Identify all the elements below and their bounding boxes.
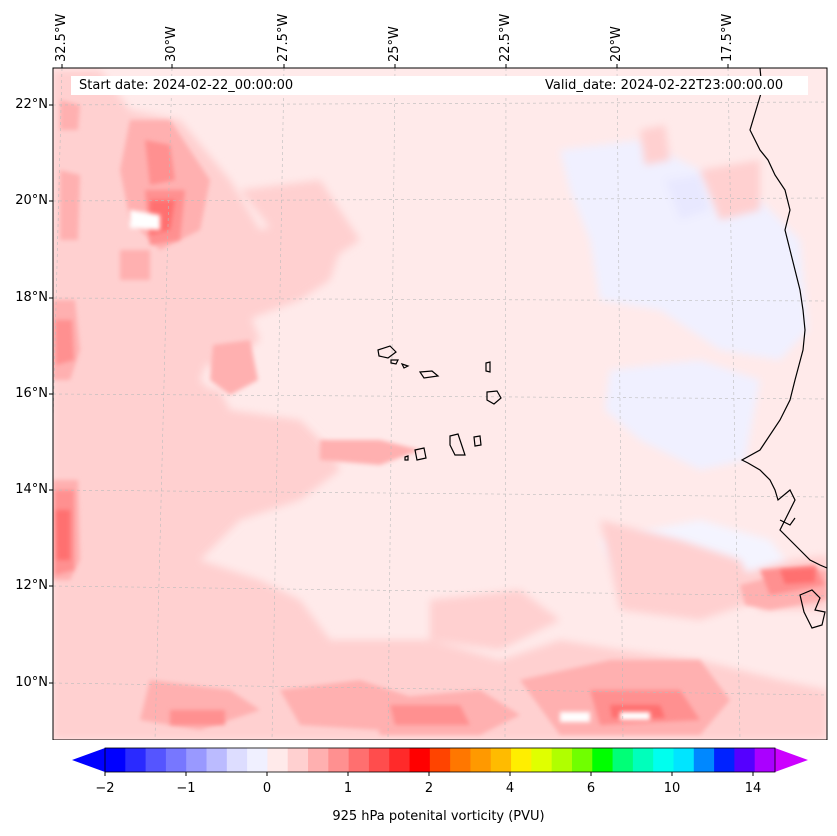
colorbar-cell — [632, 748, 654, 772]
africa-coastline — [740, 68, 827, 569]
colorbar-cell — [105, 748, 126, 772]
colorbar-cell — [348, 748, 370, 772]
colorbar-cell — [734, 748, 756, 772]
lon-label-20w: 20°W — [609, 26, 624, 62]
pv-field — [53, 68, 827, 740]
lon-label-22-5w: 22.5°W — [498, 13, 513, 62]
colorbar-cell — [125, 748, 147, 772]
colorbar-cell — [287, 748, 309, 772]
colorbar-cell — [368, 748, 390, 772]
colorbar-cell — [267, 748, 289, 772]
colorbar-frame — [104, 747, 776, 773]
lat-label-12n: 12°N — [15, 578, 48, 593]
colorbar-tick-2: 2 — [424, 781, 434, 796]
colorbar-ticks — [104, 772, 754, 776]
lon-label-27-5w: 27.5°W — [276, 13, 291, 62]
start-date-text: Start date: 2024-02-22_00:00:00 — [79, 76, 294, 95]
colorbar-cell — [653, 748, 674, 772]
colorbar-cell — [145, 748, 167, 772]
lat-label-16n: 16°N — [15, 386, 48, 401]
colorbar-tick-1: 1 — [343, 781, 353, 796]
colorbar-cells — [105, 748, 776, 772]
colorbar-cell — [571, 748, 593, 772]
colorbar-cell — [754, 748, 776, 772]
colorbar-cell — [247, 748, 268, 772]
lat-label-20n: 20°N — [15, 193, 48, 208]
colorbar-cell — [673, 748, 695, 772]
colorbar-cell — [226, 748, 248, 772]
colorbar-cell — [551, 748, 573, 772]
colorbar-tick-0: 0 — [262, 781, 272, 796]
colorbar-cell — [612, 748, 634, 772]
pv-white-spots — [130, 210, 650, 722]
colorbar-cell — [165, 748, 187, 772]
colorbar-over-arrow — [775, 748, 808, 772]
colorbar — [72, 747, 808, 776]
colorbar-tick-4: 4 — [505, 781, 515, 796]
colorbar-cell — [531, 748, 553, 772]
colorbar-cell — [592, 748, 614, 772]
colorbar-cell — [470, 748, 492, 772]
colorbar-cell — [308, 748, 329, 772]
cape-verde-islands — [377, 345, 502, 461]
colorbar-cell — [429, 748, 451, 772]
colorbar-tick-neg2: −2 — [95, 781, 115, 796]
colorbar-cell — [490, 748, 512, 772]
colorbar-tick-10: 10 — [663, 781, 681, 796]
colorbar-cell — [389, 748, 411, 772]
lat-label-22n: 22°N — [15, 97, 48, 112]
colorbar-tick-6: 6 — [586, 781, 596, 796]
lat-label-14n: 14°N — [15, 482, 48, 497]
colorbar-cell — [186, 748, 208, 772]
colorbar-tick-neg1: −1 — [176, 781, 196, 796]
colorbar-cell — [328, 748, 350, 772]
lon-label-30w: 30°W — [164, 26, 179, 62]
lon-label-32-5w: 32.5°W — [54, 13, 69, 62]
colorbar-cell — [206, 748, 228, 772]
lat-label-18n: 18°N — [15, 290, 48, 305]
lon-label-25w: 25°W — [387, 26, 402, 62]
colorbar-cell — [714, 748, 735, 772]
colorbar-label: 925 hPa potenital vorticity (PVU) — [332, 809, 545, 824]
map-figure — [49, 64, 828, 740]
map-frame — [52, 67, 828, 740]
colorbar-cell — [511, 748, 532, 772]
colorbar-cell — [450, 748, 471, 772]
colorbar-cell — [409, 748, 431, 772]
africa-coastline-south — [779, 517, 826, 629]
map-ticks — [49, 64, 729, 684]
lat-label-10n: 10°N — [15, 675, 48, 690]
lon-label-17-5w: 17.5°W — [720, 13, 735, 62]
colorbar-under-arrow — [72, 748, 105, 772]
colorbar-tick-14: 14 — [744, 781, 762, 796]
colorbar-cell — [693, 748, 715, 772]
valid-date-text: Valid_date: 2024-02-22T23:00:00.00 — [545, 76, 784, 95]
